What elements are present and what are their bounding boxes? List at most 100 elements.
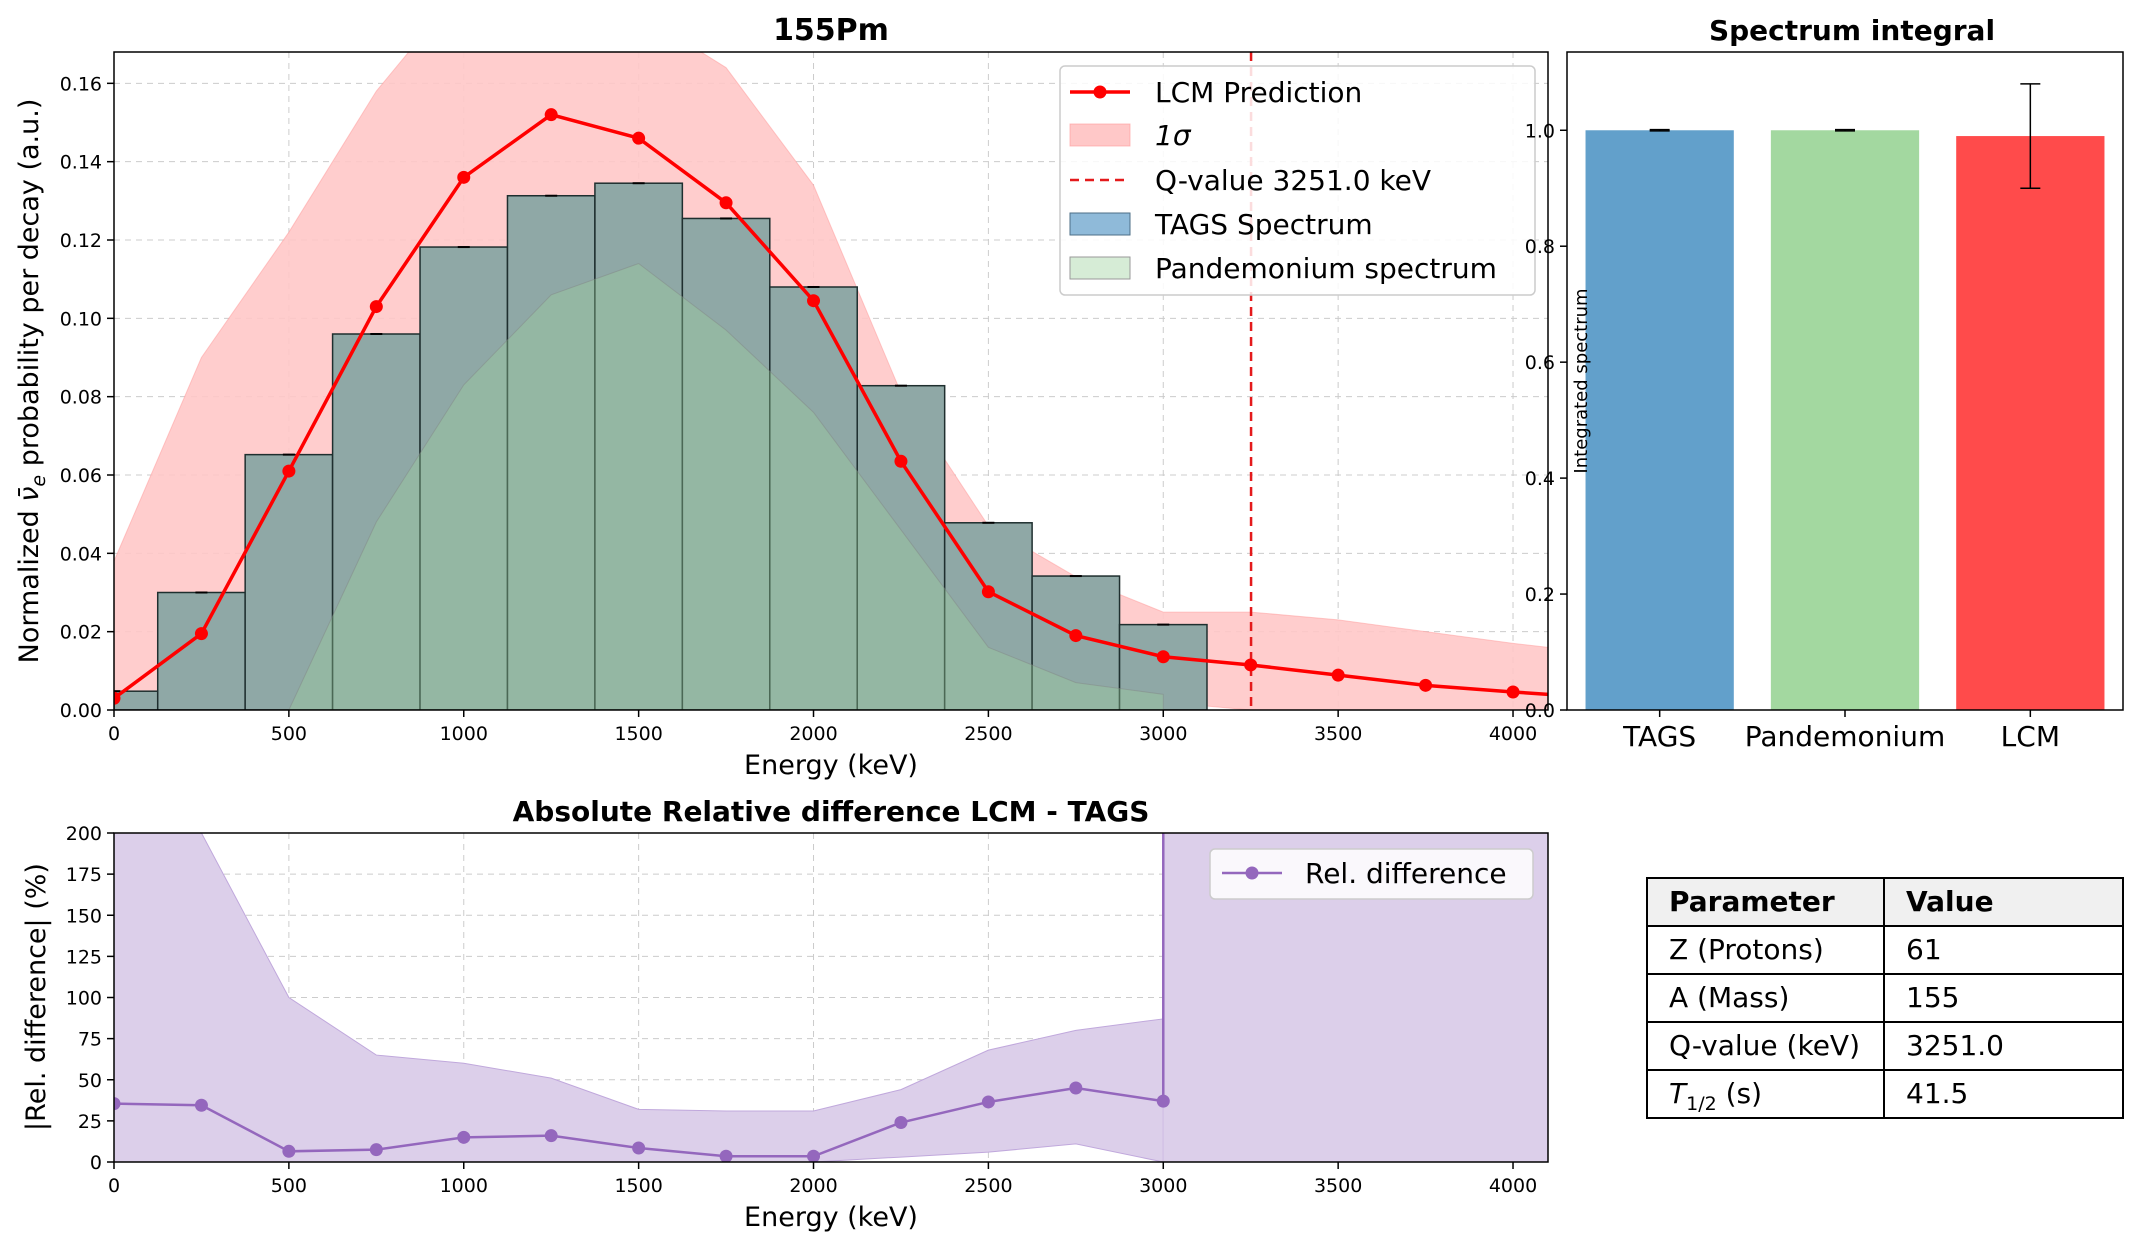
rel-difference-point (544, 1129, 558, 1143)
main-x-tick-label: 2500 (964, 723, 1012, 745)
tags-bar (419, 246, 509, 710)
integral-chart-title: Spectrum integral (1709, 14, 1995, 47)
tags-bar (943, 522, 1033, 710)
lcm-point (282, 464, 296, 478)
rel-x-tick-label: 3000 (1139, 1175, 1187, 1197)
table-row-value: 155 (1906, 981, 1959, 1014)
main-legend: LCM Prediction 1σ Q-value 3251.0 keV TAG… (1059, 65, 1536, 296)
legend-entry-lcm: LCM Prediction (1070, 76, 1362, 109)
main-y-tick-label: 0.10 (60, 308, 102, 330)
legend-entry-pandemonium: Pandemonium spectrum (1069, 252, 1497, 285)
integral-y-tick-label: 0.2 (1525, 584, 1555, 606)
rel-legend: Rel. difference (1209, 848, 1534, 900)
lcm-prediction-points (114, 108, 1520, 705)
integral-bars (1585, 130, 2105, 711)
rel-y-tick-label: 125 (66, 946, 102, 968)
svg-text:LCM Prediction: LCM Prediction (1155, 76, 1362, 109)
lcm-point (1506, 685, 1520, 699)
tags-bar (594, 182, 684, 710)
integral-bar (1956, 136, 2105, 711)
lcm-point (719, 196, 733, 210)
main-x-axis-label: Energy (keV) (744, 750, 918, 781)
legend-entry-1sigma: 1σ (1069, 119, 1192, 152)
rel-y-tick-label: 200 (66, 823, 102, 845)
rel-difference-point (282, 1144, 296, 1158)
rel-difference-band (114, 833, 1164, 1162)
rel-y-tick-label: 25 (78, 1111, 102, 1133)
table-row-label: A (Mass) (1669, 981, 1789, 1014)
lcm-point (114, 691, 121, 705)
main-chart-title: 155Pm (773, 13, 889, 48)
rel-x-tick-label: 2000 (789, 1175, 837, 1197)
integral-y-axis-label: Integrated spectrum (1571, 288, 1592, 473)
rel-y-tick-label: 100 (66, 988, 102, 1010)
lcm-point (194, 627, 208, 641)
rel-difference-point (1069, 1081, 1083, 1095)
rel-difference-point (114, 1097, 121, 1111)
rel-y-tick-label: 50 (78, 1070, 102, 1092)
rel-difference-point (719, 1149, 733, 1162)
rel-difference-point (894, 1116, 908, 1130)
table-row-label: Z (Protons) (1669, 933, 1824, 966)
rel-x-tick-label: 500 (271, 1175, 307, 1197)
integral-x-tick-label: LCM (2001, 720, 2060, 753)
rel-difference-point (807, 1149, 821, 1162)
rel-difference-points (114, 1081, 1170, 1162)
lcm-point (1244, 658, 1258, 672)
tags-bar (856, 384, 946, 710)
tags-bar (331, 333, 421, 710)
rel-x-tick-label: 0 (108, 1175, 120, 1197)
table-row-value: 3251.0 (1906, 1029, 2004, 1062)
main-y-tick-label: 0.04 (60, 543, 102, 565)
main-y-tick-label: 0.16 (60, 73, 102, 95)
svg-text:TAGS Spectrum: TAGS Spectrum (1154, 208, 1373, 241)
lcm-point (1331, 668, 1345, 682)
integral-y-tick-label: 0.8 (1525, 236, 1555, 258)
main-x-tick-label: 1500 (614, 723, 662, 745)
lcm-point (807, 294, 821, 308)
svg-text:1σ: 1σ (1155, 119, 1192, 152)
rel-difference-point (632, 1141, 646, 1155)
main-axes-frame (113, 51, 1549, 711)
lcm-point (632, 131, 646, 145)
rel-difference-point (369, 1143, 383, 1157)
table-row-label: T1/2 (s) (1669, 1077, 1762, 1115)
main-x-ticks: 0 500 1000 1500 2000 2500 3000 3500 4000 (108, 710, 1537, 745)
integral-y-tick-label: 0.4 (1525, 468, 1555, 490)
rel-legend-label: Rel. difference (1305, 857, 1507, 890)
integral-bar (1770, 130, 1920, 711)
integral-y-ticks: 0.0 0.2 0.4 0.6 0.8 1.0 (1525, 120, 1567, 722)
table-header-parameter: Parameter (1669, 885, 1835, 918)
rel-y-tick-label: 75 (78, 1029, 102, 1051)
lcm-point (544, 108, 558, 122)
main-y-tick-label: 0.08 (60, 387, 102, 409)
integral-y-tick-label: 1.0 (1525, 120, 1555, 142)
main-y-tick-label: 0.12 (60, 230, 102, 252)
table-row-label: Q-value (keV) (1669, 1029, 1860, 1062)
main-x-tick-label: 500 (271, 723, 307, 745)
rel-y-tick-label: 150 (66, 905, 102, 927)
tags-bar (156, 591, 246, 710)
spectrum-integral-panel: Spectrum integral 0.0 0.2 0.4 0.6 0.8 1.0 TAG… (1525, 14, 2124, 753)
rel-x-tick-label: 4000 (1489, 1175, 1537, 1197)
lcm-point (369, 300, 383, 314)
main-y-tick-label: 0.02 (60, 622, 102, 644)
integral-y-tick-label: 0.6 (1525, 352, 1555, 374)
integral-bar (1585, 130, 1734, 711)
integral-error-bars (1649, 83, 2041, 189)
lcm-point (894, 454, 908, 468)
lcm-point (1069, 629, 1083, 643)
svg-text:Q-value 3251.0 keV: Q-value 3251.0 keV (1155, 164, 1431, 197)
rel-x-axis-label: Energy (keV) (744, 1202, 918, 1233)
rel-x-tick-label: 1000 (440, 1175, 488, 1197)
rel-y-axis-label: |Rel. difference| (%) (21, 863, 52, 1131)
main-x-tick-label: 4000 (1489, 723, 1537, 745)
lcm-prediction-line (114, 112, 1548, 700)
legend-entry-tags: TAGS Spectrum (1069, 208, 1373, 241)
rel-x-tick-label: 1500 (614, 1175, 662, 1197)
rel-difference-point (457, 1130, 471, 1144)
main-y-axis-label: Normalized ν̄e probability per decay (a.… (14, 99, 50, 664)
main-y-tick-label: 0.00 (60, 700, 102, 722)
svg-text:Pandemonium spectrum: Pandemonium spectrum (1155, 252, 1497, 285)
